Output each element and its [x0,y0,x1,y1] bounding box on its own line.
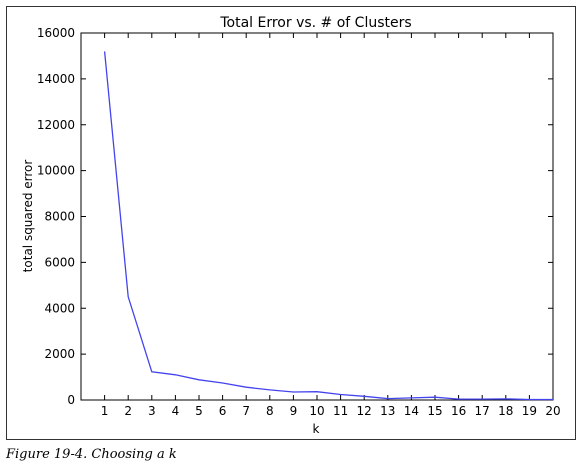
figure-frame [6,6,576,440]
y-tick-label: 16000 [37,26,75,40]
y-tick-label: 6000 [44,255,75,269]
x-tick-label: 5 [195,404,203,418]
x-tick-label: 16 [451,404,466,418]
x-tick-label: 9 [290,404,298,418]
x-tick-label: 12 [357,404,372,418]
series-line [103,51,553,401]
x-tick-label: 2 [124,404,132,418]
y-tick-label: 0 [67,393,75,407]
x-tick-label: 15 [427,404,442,418]
series-group [103,51,553,401]
y-tick-label: 2000 [44,347,75,361]
x-tick-label: 20 [545,404,560,418]
x-tick-label: 14 [404,404,419,418]
y-tick-label: 12000 [37,118,75,132]
chart-title: Total Error vs. # of Clusters [219,15,411,31]
y-tick-label: 14000 [37,72,75,86]
y-tick-label: 10000 [37,164,75,178]
x-tick-label: 18 [498,404,513,418]
x-tick-label: 19 [522,404,537,418]
x-tick-label: 11 [333,404,348,418]
y-axis-label: total squared error [21,160,35,273]
x-tick-label: 7 [242,404,250,418]
x-tick-label: 1 [101,404,109,418]
x-axis: 1 2 3 4 5 6 7 8 9 10 11 12 13 14 15 16 17 18 19 20 [101,33,561,418]
plot-area [80,32,554,401]
x-tick-label: 3 [148,404,156,418]
y-tick-label: 8000 [44,210,75,224]
x-tick-label: 4 [172,404,180,418]
figure-caption: Figure 19-4. Choosing a k [6,447,177,462]
x-tick-label: 8 [266,404,274,418]
x-tick-label: 13 [380,404,395,418]
y-tick-label: 4000 [44,301,75,315]
chart: Total Error vs. # of Clusters 0 2000 4000 6… [21,15,561,436]
x-tick-label: 10 [309,404,324,418]
x-tick-label: 6 [219,404,227,418]
x-tick-label: 17 [475,404,490,418]
y-axis: 0 2000 4000 6000 8000 10000 12000 14000 16000 [37,26,553,407]
x-axis-label: k [313,422,320,436]
